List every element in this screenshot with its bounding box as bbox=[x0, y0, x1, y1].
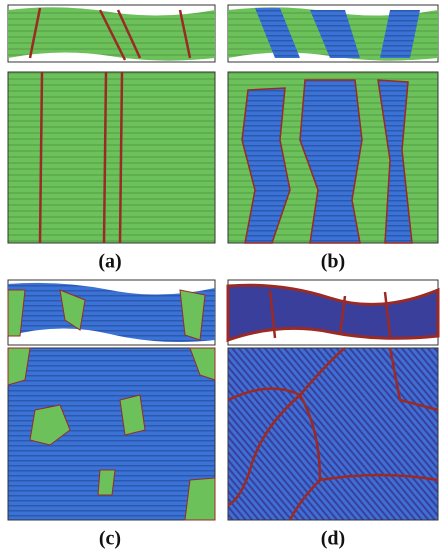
twin-regions bbox=[255, 8, 420, 58]
panel-a: (a) bbox=[7, 4, 216, 273]
panel-d: (d) bbox=[226, 279, 440, 550]
boundaries bbox=[227, 347, 439, 521]
grain-regions bbox=[7, 347, 216, 521]
panel-b: (b) bbox=[227, 4, 439, 273]
panel-label: (a) bbox=[98, 251, 121, 273]
panel-label: (b) bbox=[321, 251, 345, 273]
panel-label: (d) bbox=[321, 528, 345, 550]
slab-top bbox=[226, 283, 440, 343]
twin-regions bbox=[241, 79, 413, 244]
panel-label: (c) bbox=[99, 528, 121, 550]
boundaries bbox=[268, 289, 392, 339]
boundaries bbox=[38, 71, 124, 244]
panel-c: (c) bbox=[7, 279, 216, 550]
grain-regions bbox=[7, 289, 206, 341]
boundaries bbox=[28, 7, 192, 61]
slab-bottom bbox=[227, 347, 439, 521]
slab-top bbox=[8, 282, 215, 342]
